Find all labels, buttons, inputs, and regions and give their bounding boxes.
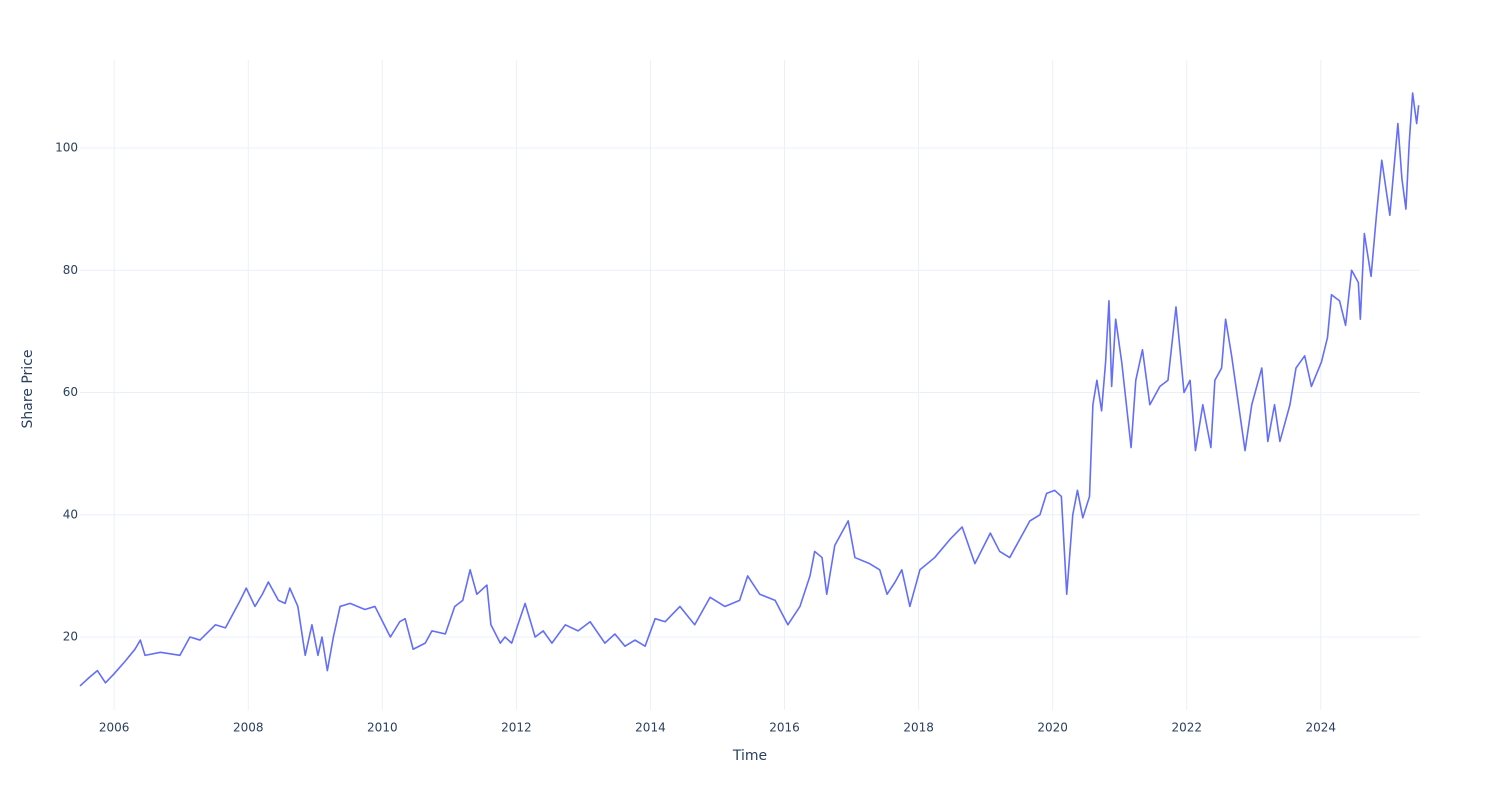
y-tick-label: 100: [55, 141, 78, 155]
x-tick-label: 2008: [233, 721, 264, 735]
x-tick-label: 2006: [99, 721, 130, 735]
y-axis-title: Share Price: [20, 349, 36, 428]
x-tick-label: 2010: [367, 721, 398, 735]
x-tick-label: 2022: [1171, 721, 1202, 735]
x-tick-label: 2018: [903, 721, 934, 735]
y-tick-label: 40: [63, 507, 78, 521]
x-tick-label: 2024: [1306, 721, 1337, 735]
x-tick-label: 2016: [769, 721, 800, 735]
x-tick-label: 2014: [635, 721, 666, 735]
y-tick-label: 80: [63, 263, 78, 277]
y-tick-label: 60: [63, 385, 78, 399]
y-tick-label: 20: [63, 630, 78, 644]
x-axis-title: Time: [732, 748, 767, 764]
x-tick-label: 2020: [1037, 721, 1068, 735]
price-line: [79, 92, 1420, 687]
x-tick-label: 2012: [501, 721, 532, 735]
